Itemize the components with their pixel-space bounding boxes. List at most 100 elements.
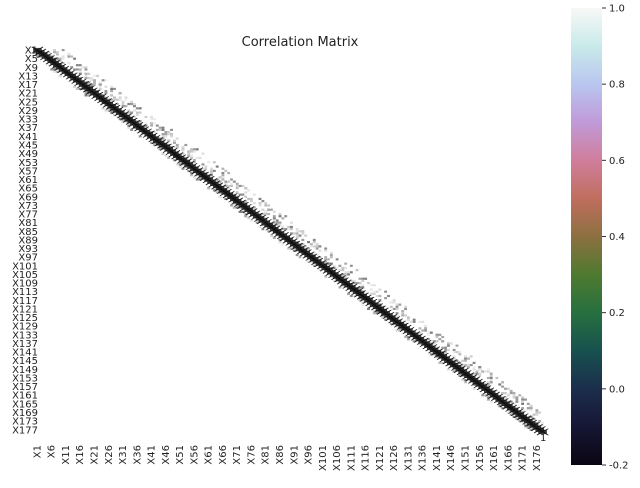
heatmap-cell: [295, 228, 299, 231]
heatmap-cell: [304, 245, 308, 248]
heatmap-cell: [161, 128, 165, 131]
heatmap-cell: [404, 331, 408, 334]
heatmap-cell: [398, 329, 402, 332]
heatmap-cell: [341, 269, 345, 272]
heatmap-cell: [113, 87, 116, 90]
heatmap-cell: [504, 387, 507, 390]
heatmap-cell: [158, 128, 162, 131]
heatmap-cell: [298, 230, 302, 233]
heatmap-cell: [138, 120, 142, 123]
heatmap-cell: [153, 143, 156, 147]
heatmap-cell: [115, 98, 119, 101]
heatmap-cell: [278, 238, 282, 241]
heatmap-cell: [512, 392, 516, 395]
heatmap-cell: [407, 316, 410, 319]
heatmap-cell: [452, 357, 456, 360]
y-tick-label: X133: [12, 330, 38, 341]
heatmap-cell: [375, 312, 379, 315]
heatmap-cell: [212, 189, 216, 192]
heatmap-cell: [367, 305, 370, 308]
y-tick-label: X1: [25, 46, 38, 57]
heatmap-cell: [426, 331, 430, 334]
heatmap-cell: [212, 161, 216, 164]
heatmap-cell: [484, 370, 487, 373]
heatmap-cell: [272, 215, 276, 218]
heatmap-cell: [90, 83, 94, 86]
heatmap-cell: [164, 135, 168, 138]
heatmap-cell: [347, 273, 350, 276]
heatmap-cell: [227, 187, 231, 190]
heatmap-cell: [133, 105, 136, 108]
heatmap-cell: [315, 247, 319, 250]
heatmap-cell: [318, 245, 322, 248]
heatmap-cell: [529, 409, 533, 412]
heatmap-cell: [192, 150, 196, 153]
heatmap-cell: [458, 361, 462, 364]
x-tick-label: X131: [403, 445, 414, 471]
heatmap-cell: [61, 57, 65, 60]
x-tick-label: X166: [503, 445, 514, 471]
heatmap-cell: [481, 394, 485, 397]
heatmap-cell: [426, 338, 430, 341]
x-tick-label: X41: [147, 445, 158, 465]
heatmap-cell: [515, 400, 519, 403]
heatmap-cell: [235, 184, 239, 188]
heatmap-cell: [435, 335, 439, 339]
colorbar-tick-label: 0.4: [609, 232, 625, 243]
x-tick-label: X86: [275, 445, 286, 465]
heatmap-cell: [172, 141, 176, 144]
heatmap-cell: [187, 154, 191, 157]
heatmap-cell: [124, 105, 128, 108]
heatmap-cell: [372, 310, 376, 313]
y-tick-label: X149: [12, 365, 38, 376]
heatmap-cell: [250, 219, 253, 222]
y-tick-label: X33: [18, 115, 38, 126]
x-tick-label: X81: [261, 445, 272, 465]
heatmap-cell: [506, 411, 510, 414]
heatmap-cell: [384, 297, 388, 300]
heatmap-cell: [107, 109, 111, 112]
heatmap-cell: [395, 307, 399, 311]
heatmap-cell: [244, 215, 248, 218]
heatmap-cell: [244, 191, 248, 194]
heatmap-cell: [121, 105, 125, 108]
heatmap-cell: [172, 159, 176, 162]
heatmap-cell: [307, 260, 310, 263]
heatmap-cell: [378, 294, 382, 298]
heatmap-cell: [144, 115, 148, 119]
heatmap-cell: [284, 228, 288, 231]
heatmap-cell: [215, 191, 219, 194]
heatmap-cell: [495, 400, 499, 403]
heatmap-cell: [412, 340, 416, 343]
heatmap-cell: [261, 228, 265, 231]
heatmap-cell: [404, 335, 408, 339]
heatmap-cell: [287, 225, 290, 229]
heatmap-cell: [232, 180, 236, 183]
heatmap-cell: [375, 290, 379, 293]
heatmap-cell: [541, 422, 544, 425]
heatmap-cell: [458, 374, 462, 377]
heatmap-cell: [295, 236, 299, 239]
x-tick-label: X71: [232, 445, 243, 465]
heatmap-cell: [218, 195, 222, 198]
heatmap-cell: [329, 256, 333, 259]
y-tick-label: X65: [18, 184, 38, 195]
heatmap-cell: [441, 361, 445, 364]
heatmap-cell: [230, 182, 233, 185]
heatmap-cell: [252, 202, 256, 205]
heatmap-cell: [144, 122, 148, 125]
heatmap-cell: [281, 243, 285, 246]
heatmap-cell: [438, 333, 442, 336]
heatmap-cell: [349, 271, 353, 274]
heatmap-cell: [244, 212, 248, 216]
colorbar-tick-label: 0.6: [609, 156, 625, 167]
heatmap-cell: [287, 247, 290, 250]
heatmap-cell: [455, 344, 459, 347]
x-tick-label: X176: [532, 445, 543, 471]
heatmap-cell: [352, 279, 356, 282]
heatmap-cell: [275, 221, 279, 224]
y-tick-label: X97: [18, 253, 38, 264]
heatmap-cell: [526, 407, 530, 410]
heatmap-cell: [524, 426, 527, 429]
heatmap-cell: [247, 197, 251, 201]
